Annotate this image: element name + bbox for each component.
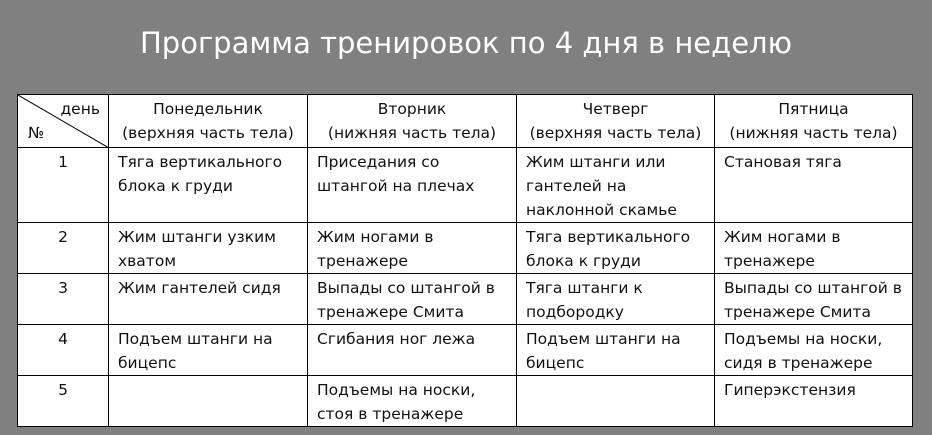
header-sub: (верхняя часть тела)	[529, 124, 702, 142]
header-day: Пятница	[778, 100, 849, 118]
table-cell: Жим ногами в тренажере	[307, 222, 517, 274]
table-cell: Тяга штанги к подбородку	[516, 273, 715, 325]
table-row: 2 Жим штанги узким хватом Жим ногами в т…	[17, 222, 913, 274]
table-cell: Подъемы на носки, стоя в тренажере	[307, 375, 517, 427]
page-title: Программа тренировок по 4 дня в неделю	[139, 26, 792, 60]
table-cell: Жим штанги узким хватом	[108, 222, 308, 274]
header-row: день № Понедельник (верхняя часть тела) В…	[17, 94, 913, 148]
header-day: Вторник	[377, 100, 447, 118]
table-cell: Сгибания ног лежа	[307, 324, 517, 376]
table-cell: Подъемы на носки, сидя в тренажере	[714, 324, 913, 376]
header-sub: (нижняя часть тела)	[327, 124, 497, 142]
table-cell	[516, 375, 715, 427]
header-monday: Понедельник (верхняя часть тела)	[108, 94, 308, 148]
table-cell: Жим штанги или гантелей на наклонной ска…	[516, 147, 715, 223]
corner-cell: день №	[17, 94, 109, 148]
row-number: 5	[17, 375, 109, 427]
table-cell: Становая тяга	[714, 147, 913, 223]
table-cell: Приседания со штангой на плечах	[307, 147, 517, 223]
row-number: 4	[17, 324, 109, 376]
header-friday: Пятница (нижняя часть тела)	[714, 94, 913, 148]
table-row: 5 Подъемы на носки, стоя в тренажере Гип…	[17, 375, 913, 427]
header-thursday: Четверг (верхняя часть тела)	[516, 94, 715, 148]
table-cell: Выпады со штангой в тренажере Смита	[714, 273, 913, 325]
table-cell: Жим гантелей сидя	[108, 273, 308, 325]
table-row: 3 Жим гантелей сидя Выпады со штангой в …	[17, 273, 913, 325]
table-cell: Выпады со штангой в тренажере Смита	[307, 273, 517, 325]
table-row: 1 Тяга вертикального блока к груди Присе…	[17, 147, 913, 223]
diagonal-divider	[18, 95, 109, 148]
table-row: 4 Подъем штанги на бицепс Сгибания ног л…	[17, 324, 913, 376]
table-cell: Подъем штанги на бицепс	[108, 324, 308, 376]
training-table: день № Понедельник (верхняя часть тела) В…	[17, 94, 913, 427]
row-number: 1	[17, 147, 109, 223]
row-number: 2	[17, 222, 109, 274]
table-cell: Жим ногами в тренажере	[714, 222, 913, 274]
header-sub: (верхняя часть тела)	[122, 124, 294, 142]
header-day: Понедельник	[153, 100, 263, 118]
table-cell: Подъем штанги на бицепс	[516, 324, 715, 376]
table-cell: Гиперэкстензия	[714, 375, 913, 427]
row-number: 3	[17, 273, 109, 325]
corner-num-label: №	[28, 124, 45, 142]
corner-day-label: день	[60, 100, 100, 118]
header-sub: (нижняя часть тела)	[729, 124, 898, 142]
header-tuesday: Вторник (нижняя часть тела)	[307, 94, 517, 148]
table-cell: Тяга вертикального блока к груди	[108, 147, 308, 223]
table-cell: Тяга вертикального блока к груди	[516, 222, 715, 274]
table-cell	[108, 375, 308, 427]
header-day: Четверг	[582, 100, 649, 118]
